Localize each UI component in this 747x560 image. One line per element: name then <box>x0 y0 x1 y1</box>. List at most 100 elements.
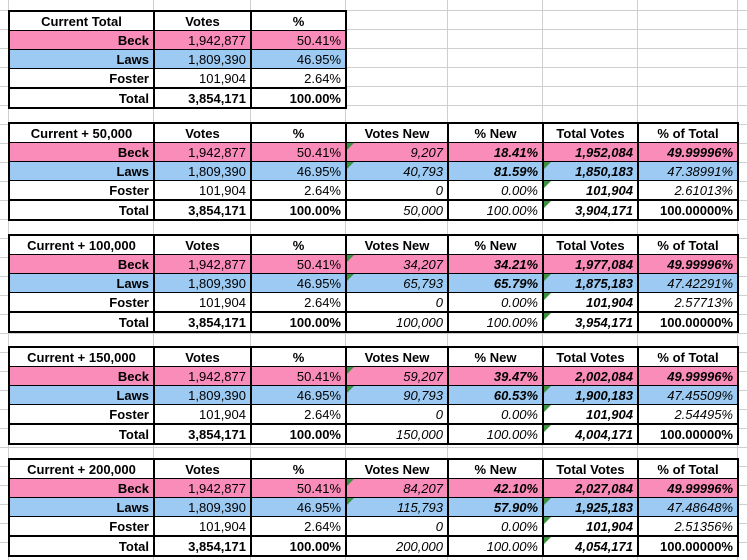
cell[interactable]: 50,000 <box>346 199 449 221</box>
cell[interactable]: 1,809,390 <box>154 161 252 181</box>
row-label[interactable]: Laws <box>9 161 155 181</box>
cell[interactable]: 100.00000% <box>638 199 739 221</box>
cell[interactable]: 3,854,171 <box>154 311 252 333</box>
cell[interactable]: 200,000 <box>346 535 449 557</box>
cell[interactable]: 49.99996% <box>638 142 739 162</box>
row-label[interactable]: Laws <box>9 49 155 69</box>
cell[interactable]: 100.00% <box>251 535 347 557</box>
cell[interactable]: 50.41% <box>251 142 347 162</box>
cell[interactable]: 2.54495% <box>638 404 739 425</box>
row-label[interactable]: Laws <box>9 273 155 293</box>
cell[interactable]: 42.10% <box>448 478 544 498</box>
row-label[interactable]: Total <box>9 199 155 221</box>
cell[interactable]: 4,054,171 <box>543 535 639 557</box>
cell[interactable]: 60.53% <box>448 385 544 405</box>
cell[interactable]: 2.64% <box>251 404 347 425</box>
cell[interactable]: 9,207 <box>346 142 449 162</box>
cell[interactable]: 1,942,877 <box>154 30 252 50</box>
column-header[interactable]: Total Votes <box>543 347 639 367</box>
column-header[interactable]: % <box>251 459 347 479</box>
cell[interactable]: 47.48648% <box>638 497 739 517</box>
cell[interactable]: 65.79% <box>448 273 544 293</box>
cell[interactable]: 0.00% <box>448 180 544 201</box>
cell[interactable]: 3,854,171 <box>154 535 252 557</box>
cell[interactable]: 2,027,084 <box>543 478 639 498</box>
cell[interactable]: 100.00% <box>251 87 347 109</box>
table-title[interactable]: Current + 150,000 <box>9 347 155 367</box>
cell[interactable]: 49.99996% <box>638 478 739 498</box>
cell[interactable]: 101,904 <box>154 404 252 425</box>
cell[interactable]: 47.42291% <box>638 273 739 293</box>
cell[interactable]: 3,854,171 <box>154 87 252 109</box>
cell[interactable]: 46.95% <box>251 273 347 293</box>
cell[interactable]: 50.41% <box>251 30 347 50</box>
cell[interactable]: 46.95% <box>251 49 347 69</box>
cell[interactable]: 100.00000% <box>638 311 739 333</box>
cell[interactable]: 1,809,390 <box>154 385 252 405</box>
cell[interactable]: 0.00% <box>448 516 544 537</box>
cell[interactable]: 1,809,390 <box>154 49 252 69</box>
column-header[interactable]: Votes <box>154 235 252 255</box>
cell[interactable]: 0 <box>346 516 449 537</box>
cell[interactable]: 2.57713% <box>638 292 739 313</box>
cell[interactable]: 100.00000% <box>638 423 739 445</box>
cell[interactable]: 40,793 <box>346 161 449 181</box>
cell[interactable]: 101,904 <box>543 516 639 537</box>
cell[interactable]: 1,900,183 <box>543 385 639 405</box>
column-header[interactable]: % of Total <box>638 459 739 479</box>
row-label[interactable]: Foster <box>9 404 155 425</box>
column-header[interactable]: Votes New <box>346 459 449 479</box>
table-title[interactable]: Current + 200,000 <box>9 459 155 479</box>
column-header[interactable]: Votes <box>154 11 252 31</box>
cell[interactable]: 1,942,877 <box>154 366 252 386</box>
cell[interactable]: 1,925,183 <box>543 497 639 517</box>
cell[interactable]: 1,850,183 <box>543 161 639 181</box>
cell[interactable]: 1,952,084 <box>543 142 639 162</box>
cell[interactable]: 81.59% <box>448 161 544 181</box>
cell[interactable]: 47.38991% <box>638 161 739 181</box>
cell[interactable]: 1,942,877 <box>154 142 252 162</box>
row-label[interactable]: Total <box>9 423 155 445</box>
cell[interactable]: 1,942,877 <box>154 254 252 274</box>
cell[interactable]: 101,904 <box>543 404 639 425</box>
cell[interactable]: 1,977,084 <box>543 254 639 274</box>
cell[interactable]: 2,002,084 <box>543 366 639 386</box>
cell[interactable]: 0.00% <box>448 404 544 425</box>
cell[interactable]: 2.64% <box>251 68 347 89</box>
column-header[interactable]: Votes New <box>346 235 449 255</box>
cell[interactable]: 101,904 <box>154 180 252 201</box>
column-header[interactable]: Votes <box>154 459 252 479</box>
row-label[interactable]: Foster <box>9 180 155 201</box>
cell[interactable]: 0 <box>346 292 449 313</box>
cell[interactable]: 0 <box>346 180 449 201</box>
cell[interactable]: 100.00% <box>448 423 544 445</box>
cell[interactable]: 18.41% <box>448 142 544 162</box>
cell[interactable]: 3,854,171 <box>154 423 252 445</box>
column-header[interactable]: % New <box>448 123 544 143</box>
row-label[interactable]: Total <box>9 535 155 557</box>
cell[interactable]: 50.41% <box>251 254 347 274</box>
cell[interactable]: 100,000 <box>346 311 449 333</box>
cell[interactable]: 90,793 <box>346 385 449 405</box>
cell[interactable]: 101,904 <box>543 292 639 313</box>
cell[interactable]: 47.45509% <box>638 385 739 405</box>
cell[interactable]: 100.00% <box>251 423 347 445</box>
cell[interactable]: 0 <box>346 404 449 425</box>
cell[interactable]: 57.90% <box>448 497 544 517</box>
cell[interactable]: 34,207 <box>346 254 449 274</box>
cell[interactable]: 50.41% <box>251 366 347 386</box>
cell[interactable]: 65,793 <box>346 273 449 293</box>
cell[interactable]: 1,942,877 <box>154 478 252 498</box>
column-header[interactable]: Total Votes <box>543 459 639 479</box>
cell[interactable]: 3,954,171 <box>543 311 639 333</box>
cell[interactable]: 0.00% <box>448 292 544 313</box>
cell[interactable]: 100.00000% <box>638 535 739 557</box>
row-label[interactable]: Beck <box>9 30 155 50</box>
cell[interactable]: 34.21% <box>448 254 544 274</box>
column-header[interactable]: Total Votes <box>543 235 639 255</box>
column-header[interactable]: % New <box>448 347 544 367</box>
cell[interactable]: 1,875,183 <box>543 273 639 293</box>
cell[interactable]: 49.99996% <box>638 254 739 274</box>
cell[interactable]: 3,904,171 <box>543 199 639 221</box>
table-title[interactable]: Current + 50,000 <box>9 123 155 143</box>
